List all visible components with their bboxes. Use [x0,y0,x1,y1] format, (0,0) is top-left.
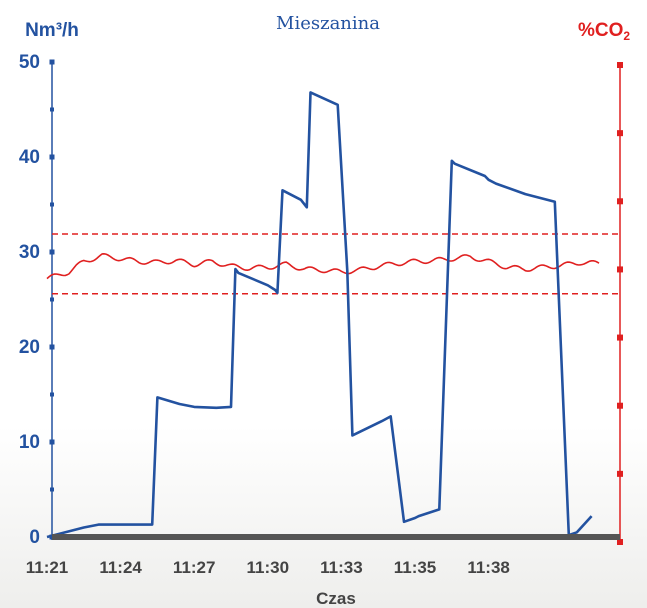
y-right-tick-mark [617,130,623,137]
y-tick-label: 50 [19,52,40,73]
x-tick-label: 11:33 [320,558,363,577]
y-left-tick-mark [50,392,54,397]
y-right-tick-mark [617,539,623,545]
y-left-tick-mark [50,107,54,112]
y-right-tick-mark [617,266,623,273]
x-tick-label: 11:24 [99,558,142,577]
y-right-tick-mark [617,198,623,205]
x-tick-label: 11:21 [26,558,69,577]
y-right-tick-mark [617,402,623,409]
y-axis-left-label: Nm³/h [25,20,79,41]
y-axis-right-label: %CO2 [578,20,630,43]
y-tick-label: 30 [19,242,40,263]
y-left-tick-mark [50,202,54,207]
x-axis-label: Czas [316,589,356,608]
y-right-tick-mark [617,334,623,341]
x-tick-label: 11:38 [467,558,510,577]
y-tick-label: 0 [29,527,40,548]
y-axis-right-label-main: %CO [578,20,623,41]
y-right-tick-mark [617,62,623,68]
y-left-tick-mark [49,59,55,65]
x-tick-label: 11:30 [247,558,290,577]
y-tick-label: 40 [19,147,40,168]
x-tick-label: 11:27 [173,558,216,577]
y-left-tick-mark [49,439,55,445]
y-left-tick-mark [49,249,55,255]
y-right-tick-mark [617,470,623,477]
y-left-tick-mark [49,344,55,350]
co2-series-line [46,252,600,280]
y-left-tick-mark [50,487,54,492]
flow-series-line [46,91,593,539]
x-tick-label: 11:35 [394,558,437,577]
y-axis-right-label-subscript: 2 [623,29,630,43]
y-tick-label: 10 [19,432,40,453]
y-left-tick-mark [50,297,54,302]
y-left-tick-mark [49,154,55,160]
chart-title: Mieszanina [276,13,380,34]
y-tick-label: 20 [19,337,40,358]
